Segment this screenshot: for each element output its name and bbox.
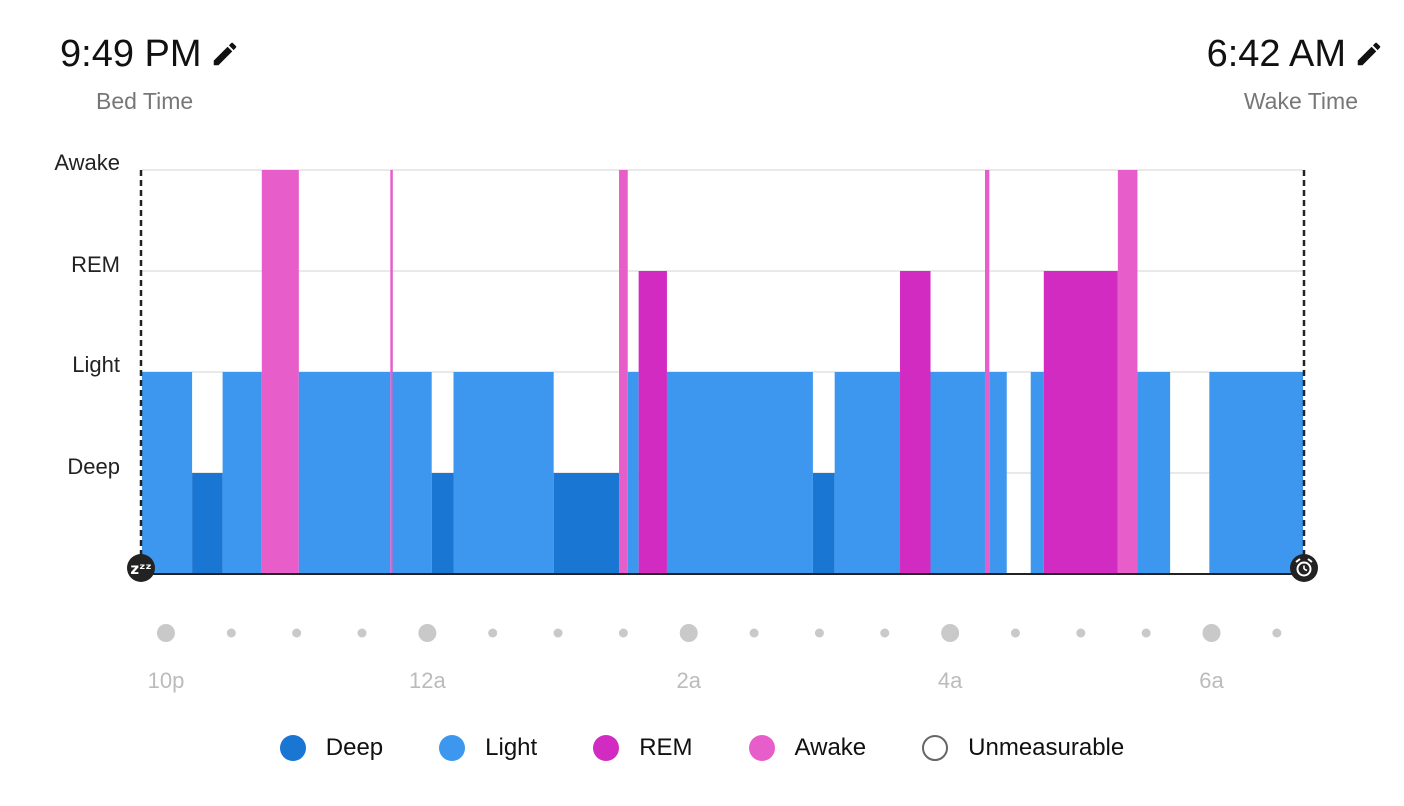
x-tick-label-10p: 10p: [148, 668, 185, 693]
segment-deep-14: [812, 473, 835, 574]
segment-light-6: [392, 372, 432, 574]
time-dot-minor: [292, 628, 302, 638]
legend-label-rem: REM: [639, 734, 693, 761]
segment-rem-16: [900, 271, 931, 574]
segment-light-4: [298, 372, 391, 574]
segment-deep-9: [553, 473, 620, 574]
bed-time-value: 9:49 PM: [60, 33, 202, 75]
time-dot-major: [418, 624, 437, 642]
y-label-deep: Deep: [67, 454, 120, 479]
segment-awake-10: [619, 170, 628, 574]
segment-rem-12: [638, 271, 667, 574]
segment-rem-22: [1043, 271, 1118, 574]
alarm-clock-hand-minute: [1303, 568, 1308, 572]
segment-awake-23: [1117, 170, 1138, 574]
time-dot-minor: [226, 628, 236, 638]
sleep-zzz-icon: zᶻᶻ: [130, 560, 151, 578]
time-dot-minor: [749, 628, 759, 638]
wake-time-row: 6:42 AM: [1207, 30, 1384, 78]
time-dot-minor: [814, 628, 824, 638]
bed-time-row: 9:49 PM: [60, 30, 240, 78]
bed-time-label: Bed Time: [96, 88, 194, 114]
alarm-clock-icon: [1296, 561, 1312, 577]
time-dot-minor: [880, 628, 890, 638]
segment-light-2: [222, 372, 262, 574]
time-dot-minor: [618, 628, 628, 638]
wake-time-block: 6:42 AM Wake Time: [1207, 30, 1384, 115]
time-dot-minor: [1076, 628, 1086, 638]
legend-swatch-awake: [748, 735, 775, 761]
legend-label-awake: Awake: [794, 734, 867, 761]
legend-item-deep: Deep: [279, 734, 384, 762]
segment-light-24: [1137, 372, 1171, 574]
legend-item-awake: Awake: [748, 734, 867, 762]
time-dot-major: [1202, 624, 1221, 642]
time-dot-minor: [1272, 628, 1282, 638]
legend-swatch-light: [439, 735, 466, 761]
segment-light-15: [834, 372, 901, 574]
segment-light-0: [142, 372, 193, 574]
segment-awake-3: [261, 170, 299, 574]
alarm-clock-bell-left: [1295, 558, 1301, 563]
x-tick-label-4a: 4a: [938, 668, 963, 693]
legend-item-light: Light: [439, 734, 537, 762]
legend-item-unmeasurable: Unmeasurable: [922, 734, 1124, 762]
wake-time-value: 6:42 AM: [1206, 33, 1346, 75]
time-dot-minor: [488, 628, 498, 638]
segment-light-11: [627, 372, 639, 574]
segment-light-26: [1209, 372, 1303, 574]
alarm-clock-bell-right: [1307, 558, 1313, 563]
legend-item-rem: REM: [593, 734, 693, 762]
segment-awake-18: [984, 170, 990, 574]
y-label-rem: REM: [71, 252, 120, 277]
bed-time-block: 9:49 PM Bed Time: [60, 30, 240, 115]
legend-swatch-unmeasurable: [922, 735, 949, 761]
segment-awake-5: [390, 170, 393, 574]
sleep-stage-chart: Deep Light REM Awake zᶻᶻ 10p 12a 2a 4a 6a: [54, 150, 1318, 693]
segment-light-19: [989, 372, 1007, 574]
segment-light-8: [453, 372, 554, 574]
x-tick-label-2a: 2a: [676, 668, 701, 693]
x-tick-label-12a: 12a: [409, 668, 446, 693]
segment-light-13: [666, 372, 813, 574]
segment-deep-7: [431, 473, 454, 574]
y-label-awake: Awake: [54, 150, 120, 175]
segment-light-21: [1030, 372, 1044, 574]
time-dot-major: [941, 624, 960, 642]
x-tick-label-6a: 6a: [1199, 668, 1224, 693]
wake-time-label: Wake Time: [1243, 88, 1358, 114]
time-dot-minor: [553, 628, 563, 638]
legend-swatch-rem: [593, 735, 620, 761]
legend-label-light: Light: [485, 734, 538, 761]
legend-label-unmeasurable: Unmeasurable: [968, 734, 1125, 761]
time-dot-minor: [1141, 628, 1151, 638]
sleep-zzz-icon-bg: [127, 554, 155, 582]
legend-swatch-deep: [279, 735, 306, 761]
y-label-light: Light: [72, 352, 120, 377]
pencil-icon[interactable]: [210, 39, 240, 69]
time-dot-minor: [357, 628, 367, 638]
legend: Deep Light REM Awake Unmeasurable: [0, 734, 1404, 762]
time-dot-major: [679, 624, 698, 642]
time-dot-minor: [1010, 628, 1020, 638]
time-dot-major: [156, 624, 175, 642]
pencil-icon[interactable]: [1354, 39, 1384, 69]
legend-label-deep: Deep: [325, 734, 384, 761]
segment-deep-1: [192, 473, 223, 574]
segment-light-17: [930, 372, 985, 574]
